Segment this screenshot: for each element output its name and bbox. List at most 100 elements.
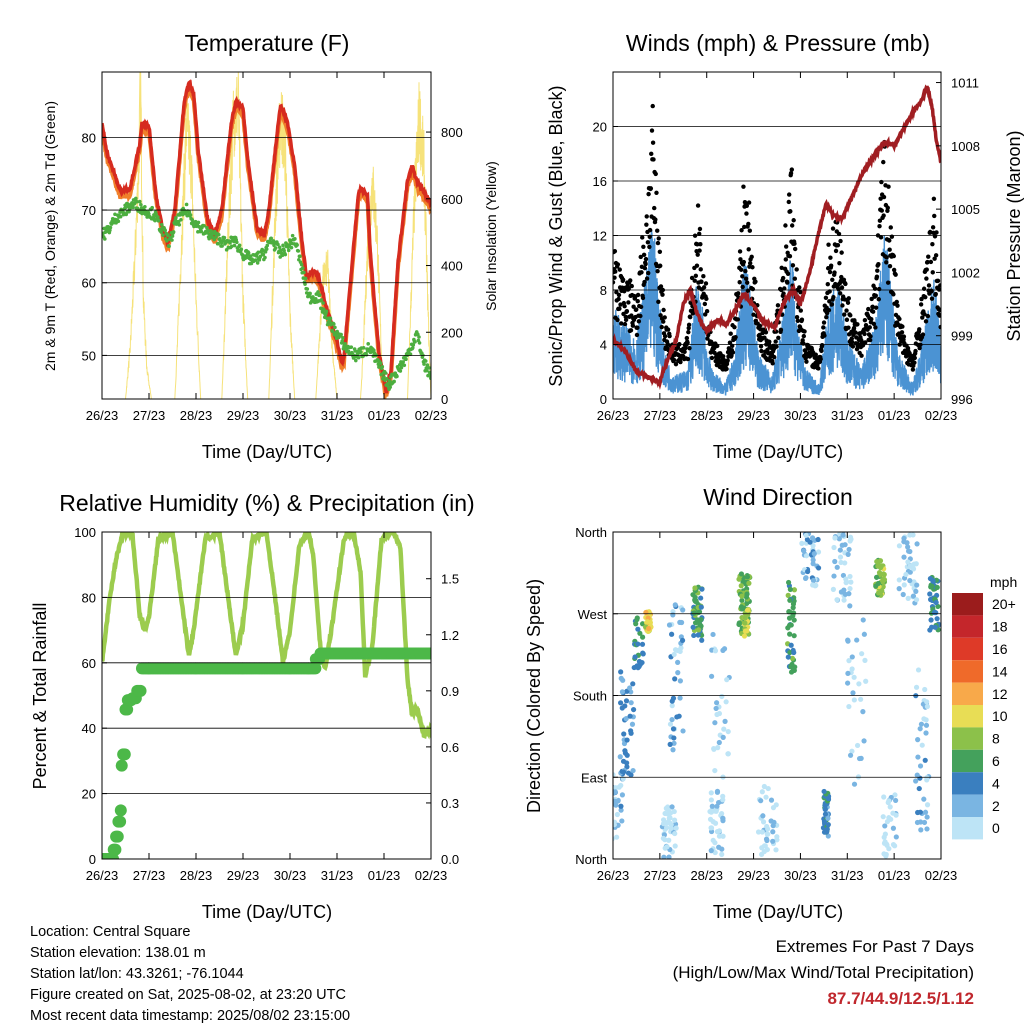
direction-point: [613, 821, 617, 828]
direction-point: [922, 809, 929, 815]
direction-point: [809, 535, 816, 541]
dewpoint-point: [427, 366, 431, 370]
direction-point: [922, 686, 928, 693]
dewpoint-point: [153, 218, 157, 223]
gust-point: [709, 355, 715, 361]
direction-point: [613, 802, 619, 808]
dewpoint-point: [330, 329, 335, 334]
extremes-subheading: (High/Low/Max Wind/Total Precipitation): [672, 963, 974, 982]
gust-point: [863, 322, 869, 328]
y2-tick-label: 0.0: [441, 852, 459, 867]
dewpoint-point: [159, 222, 164, 227]
x-tick-label: 28/23: [180, 408, 213, 423]
gust-point: [624, 309, 630, 314]
x-tick-label: 31/23: [831, 868, 864, 883]
extremes-box: Extremes For Past 7 Days (High/Low/Max W…: [673, 934, 974, 1012]
dewpoint-point: [378, 361, 383, 366]
y-tick-label: 20: [593, 120, 607, 135]
y-tick-label: South: [573, 689, 607, 704]
gust-point: [623, 317, 629, 323]
dewpoint-point: [366, 342, 371, 346]
direction-point: [801, 548, 807, 554]
gust-point: [618, 302, 623, 307]
gust-point: [881, 194, 887, 200]
gust-point: [613, 280, 616, 285]
direction-point: [720, 815, 726, 822]
dewpoint-point: [177, 222, 182, 227]
gust-point: [740, 284, 745, 290]
direction-point: [914, 772, 920, 778]
gust-point: [695, 252, 700, 257]
gust-point: [912, 355, 917, 361]
direction-point: [859, 651, 865, 657]
gust-point: [759, 348, 764, 354]
direction-point: [786, 609, 792, 615]
gust-point: [659, 324, 664, 330]
gust-point: [891, 253, 896, 259]
gust-point: [844, 308, 849, 313]
direction-point: [810, 557, 816, 563]
gust-point: [877, 218, 883, 223]
direction-point: [886, 846, 892, 852]
gust-point: [785, 271, 791, 277]
x-tick-label: 27/23: [133, 408, 166, 423]
x-tick-label: 28/23: [690, 868, 723, 883]
colorbar-label: 10: [992, 708, 1008, 724]
gust-point: [617, 267, 622, 272]
dewpoint-point: [108, 228, 112, 233]
gust-point: [697, 231, 702, 237]
gust-point: [789, 167, 795, 172]
dewpoint-point: [387, 379, 392, 383]
dewpoint-point: [296, 249, 301, 253]
gust-point: [660, 292, 665, 297]
direction-point: [678, 645, 684, 651]
direction-point: [744, 574, 751, 580]
gust-point: [655, 228, 660, 233]
direction-point: [834, 597, 840, 603]
gust-point: [693, 273, 699, 278]
gust-point: [843, 281, 848, 287]
direction-point: [916, 785, 922, 792]
gust-point: [658, 313, 663, 318]
direction-point: [787, 586, 793, 592]
direction-point: [877, 558, 884, 564]
direction-point: [709, 673, 715, 679]
gust-point: [630, 323, 636, 328]
gust-point: [654, 190, 659, 195]
gust-point: [732, 324, 737, 330]
direction-point: [633, 621, 639, 627]
colorbar-swatch: [952, 637, 983, 661]
x-tick-label: 30/23: [784, 408, 817, 423]
direction-point: [815, 565, 822, 571]
gust-point: [812, 365, 817, 370]
direction-point: [765, 826, 771, 832]
dewpoint-point: [184, 202, 189, 207]
direction-point: [675, 659, 681, 665]
gust-point: [652, 205, 657, 211]
dewpoint-point: [167, 244, 171, 249]
temperature-xlabel: Time (Day/UTC): [202, 442, 332, 462]
y-tick-label: 80: [82, 130, 96, 145]
y2-tick-label: 0: [441, 392, 448, 407]
gust-point: [837, 260, 842, 266]
gust-point: [743, 268, 748, 274]
colorbar-swatch: [952, 660, 983, 683]
direction-point: [720, 647, 726, 653]
direction-point: [810, 561, 816, 567]
gust-point: [644, 222, 649, 227]
direction-point: [707, 816, 714, 822]
direction-point: [710, 631, 716, 638]
winds-ylabel-left: Sonic/Prop Wind & Gust (Blue, Black): [546, 85, 566, 386]
x-tick-label: 27/23: [133, 868, 166, 883]
direction-point: [774, 834, 780, 840]
gust-point: [616, 296, 621, 302]
direction-point: [742, 615, 748, 621]
direction-point: [854, 742, 861, 749]
gust-point: [771, 354, 777, 360]
direction-point: [692, 598, 698, 604]
direction-point: [669, 716, 675, 723]
direction-point: [785, 579, 792, 586]
precip-point: [121, 703, 134, 716]
gust-point: [798, 308, 804, 313]
gust-point: [918, 302, 924, 307]
